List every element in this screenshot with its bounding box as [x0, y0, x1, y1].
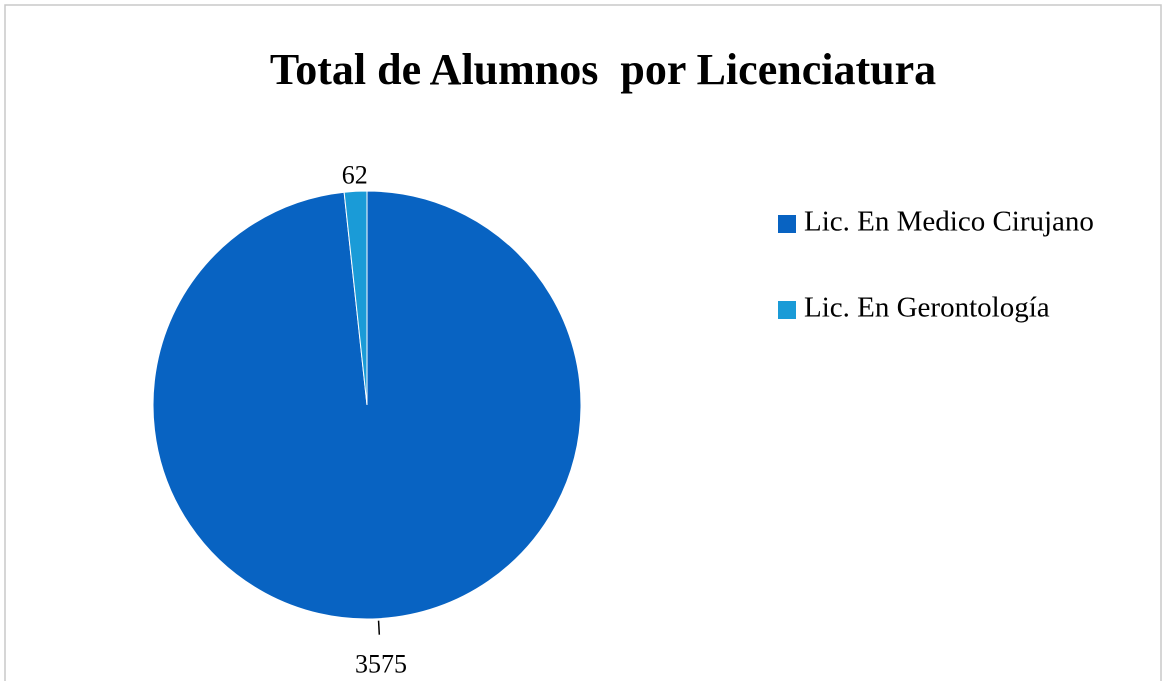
leader-line [377, 620, 381, 635]
data-label: 62 [342, 160, 368, 189]
chart-title: Total de Alumnos por Licenciatura [270, 45, 936, 94]
legend-swatch [778, 301, 796, 319]
legend-swatch [778, 215, 796, 233]
data-label: 3575 [355, 650, 407, 679]
pie-slice [343, 190, 368, 406]
legend-label: Lic. En Medico Cirujano [804, 206, 1094, 238]
legend-label: Lic. En Gerontología [804, 292, 1050, 324]
